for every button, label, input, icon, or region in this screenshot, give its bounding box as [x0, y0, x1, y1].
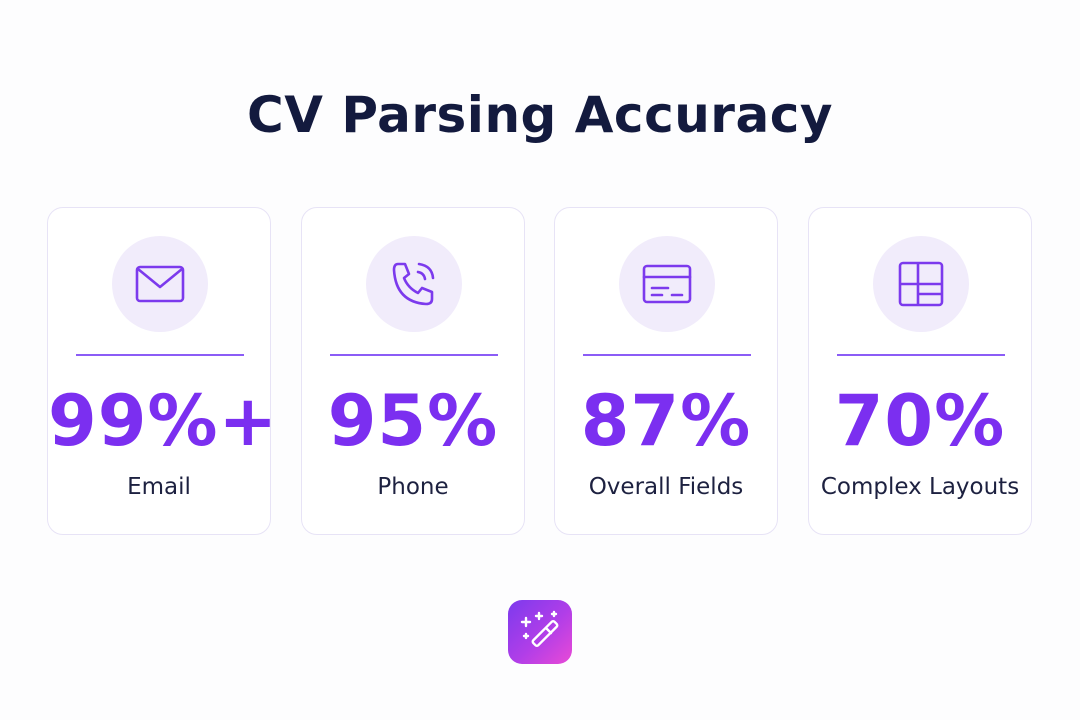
icon — [873, 236, 969, 332]
stat-card: 95% Phone — [301, 207, 525, 535]
logo — [508, 600, 572, 664]
stat-label: Overall Fields — [588, 474, 744, 500]
divider — [76, 354, 244, 356]
stat-card: 87% Overall Fields — [554, 207, 778, 535]
stat-value: 70% — [834, 380, 1006, 462]
icon — [619, 236, 715, 332]
divider — [330, 354, 498, 356]
stat-value: 95% — [327, 380, 499, 462]
title: CV Parsing Accuracy — [247, 86, 833, 144]
divider — [583, 354, 751, 356]
stat-value: 87% — [580, 380, 752, 462]
icon — [112, 236, 208, 332]
stat-value: 99%+ — [48, 380, 279, 462]
stat-card: 99%+ Email — [47, 207, 279, 535]
icon — [366, 236, 462, 332]
stat-label: Complex Layouts — [820, 474, 1020, 500]
stat-card: 70% Complex Layouts — [808, 207, 1032, 535]
stat-label: Phone — [377, 474, 449, 500]
stat-label: Email — [127, 474, 191, 500]
divider — [837, 354, 1005, 356]
